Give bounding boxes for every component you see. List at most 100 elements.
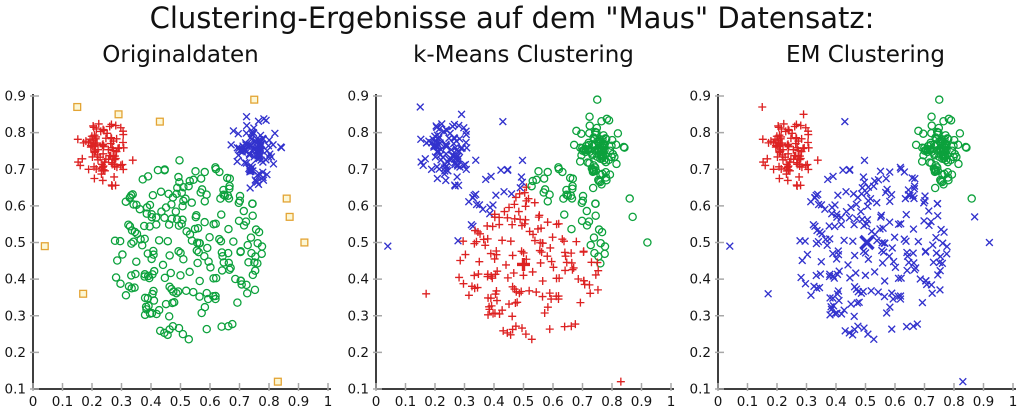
x-tick-label: 0.5 bbox=[170, 394, 191, 410]
marker-plus bbox=[571, 320, 580, 329]
marker-plus bbox=[804, 165, 813, 174]
marker-plus bbox=[616, 377, 625, 386]
marker-cross bbox=[851, 269, 860, 277]
marker-circle bbox=[236, 246, 245, 256]
x-tick-label: 0.4 bbox=[483, 394, 504, 410]
marker-circle bbox=[156, 187, 166, 196]
marker-cross bbox=[913, 320, 922, 328]
marker-circle bbox=[211, 163, 220, 172]
marker-circle bbox=[568, 181, 577, 191]
marker-circle bbox=[209, 274, 218, 283]
marker-circle bbox=[226, 263, 235, 273]
marker-cross bbox=[242, 147, 251, 156]
marker-plus bbox=[771, 143, 780, 152]
marker-cross bbox=[936, 266, 945, 275]
marker-plus bbox=[91, 140, 100, 149]
marker-circle bbox=[602, 114, 612, 124]
marker-plus bbox=[422, 289, 431, 298]
marker-plus bbox=[536, 258, 545, 267]
marker-circle bbox=[149, 246, 158, 256]
marker-plus bbox=[459, 279, 468, 288]
marker-circle bbox=[597, 180, 606, 189]
marker-cross bbox=[258, 168, 267, 177]
marker-circle bbox=[194, 247, 203, 257]
marker-cross bbox=[497, 166, 505, 175]
marker-plus bbox=[484, 310, 493, 319]
marker-plus bbox=[560, 248, 569, 257]
marker-plus bbox=[511, 298, 520, 307]
marker-plus bbox=[580, 280, 589, 289]
marker-plus bbox=[483, 272, 492, 281]
marker-circle bbox=[147, 308, 157, 318]
marker-plus bbox=[492, 296, 501, 305]
marker-plus bbox=[104, 145, 113, 154]
marker-cross bbox=[827, 305, 836, 314]
marker-cross bbox=[885, 168, 894, 176]
marker-cross bbox=[889, 257, 898, 266]
marker-circle bbox=[234, 216, 244, 226]
marker-plus bbox=[801, 123, 810, 132]
marker-circle bbox=[154, 236, 164, 245]
marker-plus bbox=[508, 325, 517, 334]
marker-circle bbox=[229, 237, 238, 246]
marker-plus bbox=[793, 155, 802, 164]
marker-cross bbox=[896, 219, 905, 228]
marker-cross bbox=[832, 255, 841, 263]
x-tick-label: 1 bbox=[1009, 394, 1018, 410]
marker-plus bbox=[772, 132, 781, 141]
marker-cross bbox=[454, 236, 462, 245]
marker-cross bbox=[887, 325, 896, 334]
marker-plus bbox=[483, 234, 492, 243]
marker-plus bbox=[74, 158, 83, 167]
marker-plus bbox=[778, 150, 787, 159]
marker-circle bbox=[601, 134, 611, 144]
marker-cross bbox=[877, 211, 886, 220]
marker-plus bbox=[790, 151, 799, 160]
marker-circle bbox=[147, 212, 157, 222]
marker-cross bbox=[417, 158, 426, 166]
marker-cross bbox=[882, 309, 891, 317]
marker-circle bbox=[600, 249, 609, 259]
marker-circle bbox=[129, 237, 138, 246]
marker-cross bbox=[921, 247, 930, 256]
marker-circle bbox=[185, 267, 194, 277]
marker-circle bbox=[585, 158, 594, 168]
marker-cross bbox=[903, 266, 911, 275]
marker-plus bbox=[110, 172, 119, 181]
marker-circle bbox=[955, 129, 965, 138]
marker-cross bbox=[905, 191, 914, 200]
marker-circle bbox=[200, 167, 209, 177]
marker-circle bbox=[578, 146, 587, 155]
marker-cross bbox=[909, 225, 918, 233]
marker-circle bbox=[578, 196, 588, 205]
marker-plus bbox=[111, 121, 120, 130]
marker-plus bbox=[518, 324, 526, 333]
marker-plus bbox=[464, 291, 473, 300]
marker-cross bbox=[874, 175, 883, 184]
marker-cross bbox=[859, 173, 868, 181]
marker-plus bbox=[773, 152, 782, 161]
marker-cross bbox=[883, 185, 891, 194]
marker-plus bbox=[112, 147, 121, 156]
marker-circle bbox=[203, 243, 212, 253]
marker-cross bbox=[433, 174, 442, 183]
marker-cross bbox=[457, 110, 466, 119]
marker-cross bbox=[516, 183, 525, 192]
marker-circle bbox=[217, 322, 226, 331]
marker-plus bbox=[567, 322, 576, 331]
x-tick-label: 0.5 bbox=[513, 394, 534, 410]
x-tick-label: 0.3 bbox=[796, 394, 817, 410]
marker-square bbox=[114, 110, 123, 119]
y-tick-label: 0.5 bbox=[5, 235, 26, 251]
marker-cross bbox=[919, 198, 928, 207]
y-tick-label: 0.4 bbox=[348, 272, 369, 288]
marker-cross bbox=[970, 212, 979, 221]
marker-circle bbox=[588, 183, 598, 193]
marker-plus bbox=[498, 236, 507, 245]
marker-plus bbox=[801, 161, 810, 170]
marker-cross bbox=[877, 246, 886, 255]
marker-cross bbox=[487, 172, 495, 181]
marker-circle bbox=[200, 251, 209, 261]
marker-cross bbox=[229, 127, 238, 135]
y-tick-label: 0.3 bbox=[348, 308, 369, 324]
